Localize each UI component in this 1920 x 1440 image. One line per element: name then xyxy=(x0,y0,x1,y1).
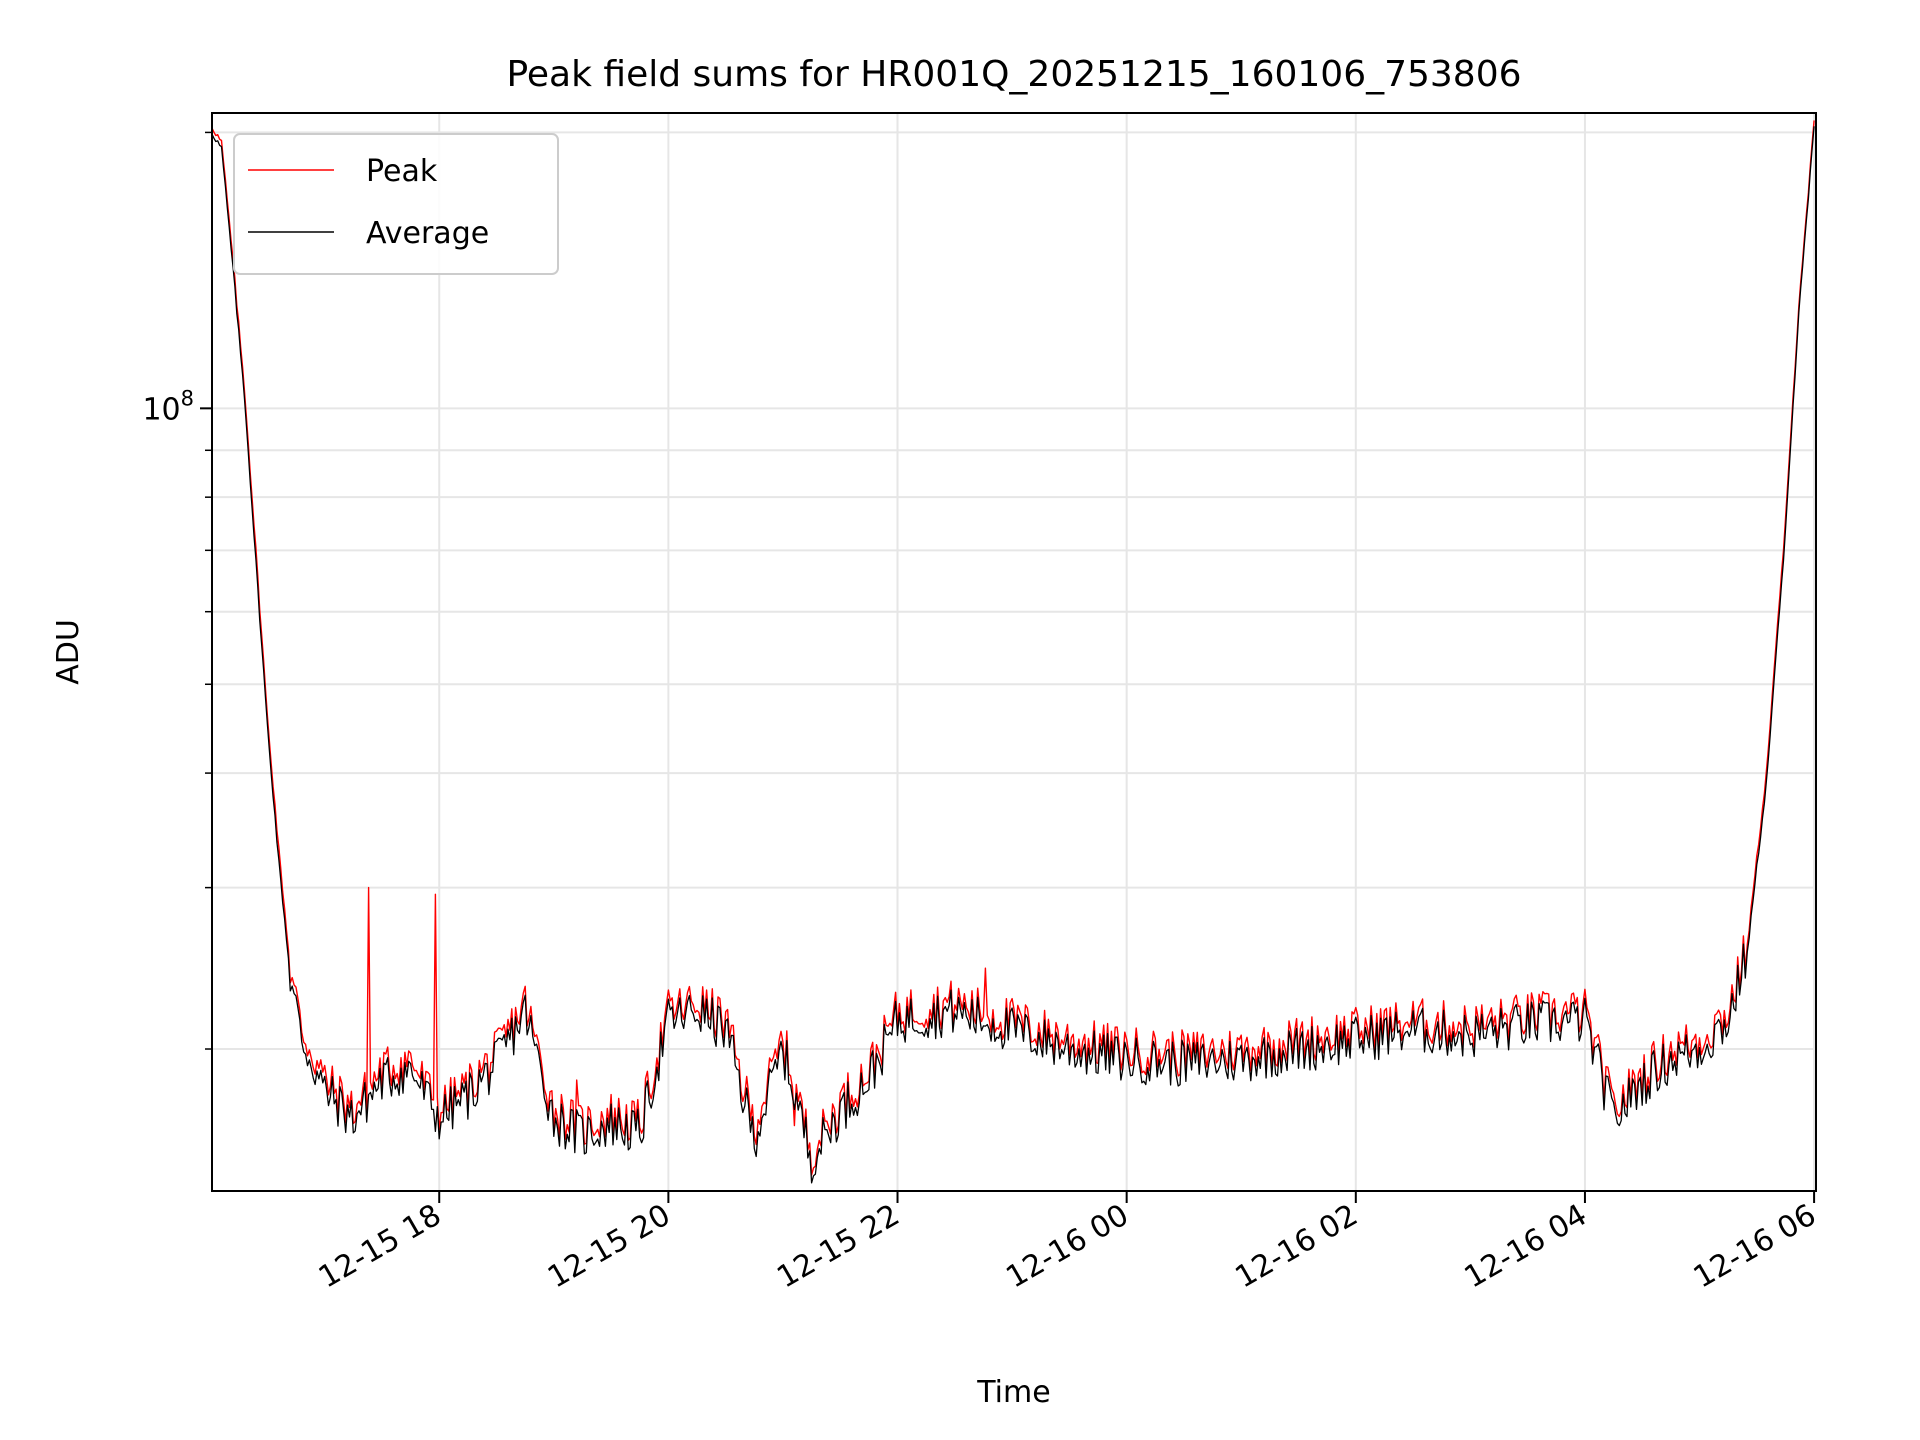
chart-title: Peak field sums for HR001Q_20251215_1601… xyxy=(506,54,1521,95)
legend: Peak Average xyxy=(233,133,559,275)
y-tick-label-exponent: 8 xyxy=(181,386,194,410)
grid xyxy=(212,113,1816,1191)
legend-label-average: Average xyxy=(366,216,489,251)
y-tick-label: 108 xyxy=(142,386,194,427)
y-tick-label-base: 10 xyxy=(142,392,180,427)
legend-label-peak: Peak xyxy=(366,154,438,189)
x-axis-label: Time xyxy=(976,1375,1050,1410)
series-line-average xyxy=(211,126,1815,1184)
y-axis-label: ADU xyxy=(51,619,86,685)
series-layer xyxy=(211,120,1815,1184)
plot-frame xyxy=(211,112,1817,1192)
legend-box xyxy=(233,133,559,275)
series-line-peak xyxy=(211,120,1815,1176)
